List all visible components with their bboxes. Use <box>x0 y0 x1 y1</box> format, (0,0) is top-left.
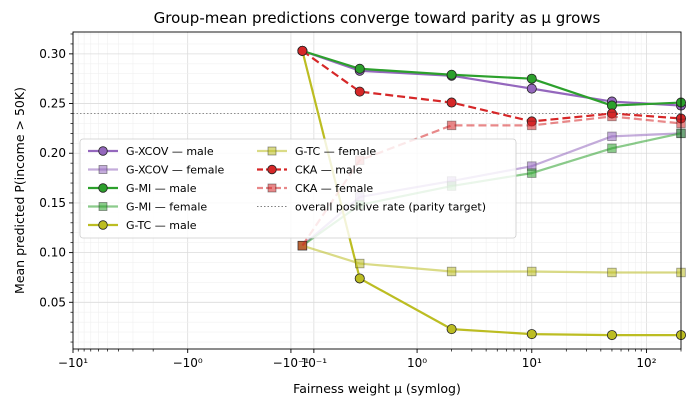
legend-entry: CKA — male <box>257 164 363 177</box>
tick-layer: −10¹ −10⁰ −10⁻¹10⁻¹ 10⁰ 10¹ 10² 0.05 0.10 0.15 0.… <box>39 33 682 370</box>
legend-label: G-TC — male <box>126 219 197 232</box>
legend-box <box>79 138 517 239</box>
data-point <box>446 69 457 80</box>
legend-swatch-marker <box>98 146 108 156</box>
legend-swatch-marker <box>98 183 108 193</box>
y-tick-label: 0.15 <box>39 196 66 210</box>
series-line <box>301 49 682 123</box>
series-2 <box>297 45 687 111</box>
data-point <box>354 63 365 74</box>
legend-label: CKA — female <box>295 182 373 195</box>
legend-label: G-XCOV — female <box>126 164 224 177</box>
legend-entry: G-XCOV — female <box>88 164 224 177</box>
y-tick-label: 0.10 <box>39 246 66 260</box>
legend-entry: CKA — female <box>257 182 373 195</box>
data-point <box>354 86 365 97</box>
y-tick-label: 0.25 <box>39 97 66 111</box>
data-point <box>526 73 537 84</box>
legend-swatch-marker <box>98 202 108 211</box>
x-axis-label: Fairness weight μ (symlog) <box>293 381 461 396</box>
data-point <box>527 168 537 178</box>
legend-entry: overall positive rate (parity target) <box>257 201 486 214</box>
series-6 <box>297 45 687 127</box>
legend-swatch-marker <box>267 146 277 156</box>
data-point <box>607 143 617 153</box>
plot-frame <box>72 31 682 350</box>
legend-entry: G-TC — female <box>257 145 376 158</box>
x-tick-label: 10⁰ <box>407 356 427 370</box>
data-point <box>607 111 617 122</box>
data-point <box>446 266 457 277</box>
data-point <box>526 83 537 94</box>
legend: G-XCOV — male G-XCOV — female G-MI — male G… <box>79 138 517 239</box>
series-line <box>302 49 682 107</box>
data-point <box>446 324 457 335</box>
data-point <box>297 240 308 251</box>
y-axis-label: Mean predicted P(income > 50K) <box>12 87 27 294</box>
legend-swatch-marker <box>267 164 277 175</box>
data-point <box>606 330 617 341</box>
x-tick-label: 10² <box>636 356 656 370</box>
data-point <box>297 45 308 56</box>
legend-swatch-marker <box>267 183 277 193</box>
legend-entry: G-TC — male <box>88 219 197 232</box>
data-point <box>446 120 457 131</box>
data-point <box>354 273 365 284</box>
x-tick-label: −10¹ <box>58 356 88 370</box>
series-line <box>301 50 681 337</box>
legend-label: CKA — male <box>295 164 363 177</box>
chart-title: Group-mean predictions converge toward p… <box>154 9 601 27</box>
legend-label: G-XCOV — male <box>126 145 214 158</box>
legend-entry: G-XCOV — male <box>88 145 214 158</box>
legend-entry: G-MI — female <box>88 201 207 214</box>
x-tick-label: 10⁻¹ <box>301 356 328 370</box>
legend-label: G-MI — female <box>126 201 207 214</box>
data-point <box>527 120 537 131</box>
data-point <box>446 97 457 108</box>
data-point <box>527 266 537 277</box>
series-4 <box>297 45 687 341</box>
legend-label: overall positive rate (parity target) <box>295 201 486 214</box>
series-line <box>302 244 681 274</box>
series-line <box>302 49 682 107</box>
legend-entry: G-MI — male <box>88 182 197 195</box>
series-0 <box>297 45 687 111</box>
x-tick-label: −10⁰ <box>173 356 203 370</box>
data-point <box>355 258 365 269</box>
y-tick-label: 0.20 <box>39 146 66 160</box>
series-5 <box>297 240 686 278</box>
data-point <box>607 131 617 142</box>
y-tick-label: 0.05 <box>39 295 66 309</box>
legend-swatch-marker <box>98 220 108 230</box>
y-tick-label: 0.30 <box>39 47 66 61</box>
legend-label: G-MI — male <box>126 182 197 195</box>
legend-swatch-marker <box>98 165 108 174</box>
x-tick-label: −10⁻¹ <box>273 356 310 370</box>
legend-label: G-TC — female <box>295 145 376 158</box>
data-point <box>607 267 617 278</box>
x-tick-label: 10¹ <box>522 356 542 370</box>
data-point <box>526 329 537 340</box>
